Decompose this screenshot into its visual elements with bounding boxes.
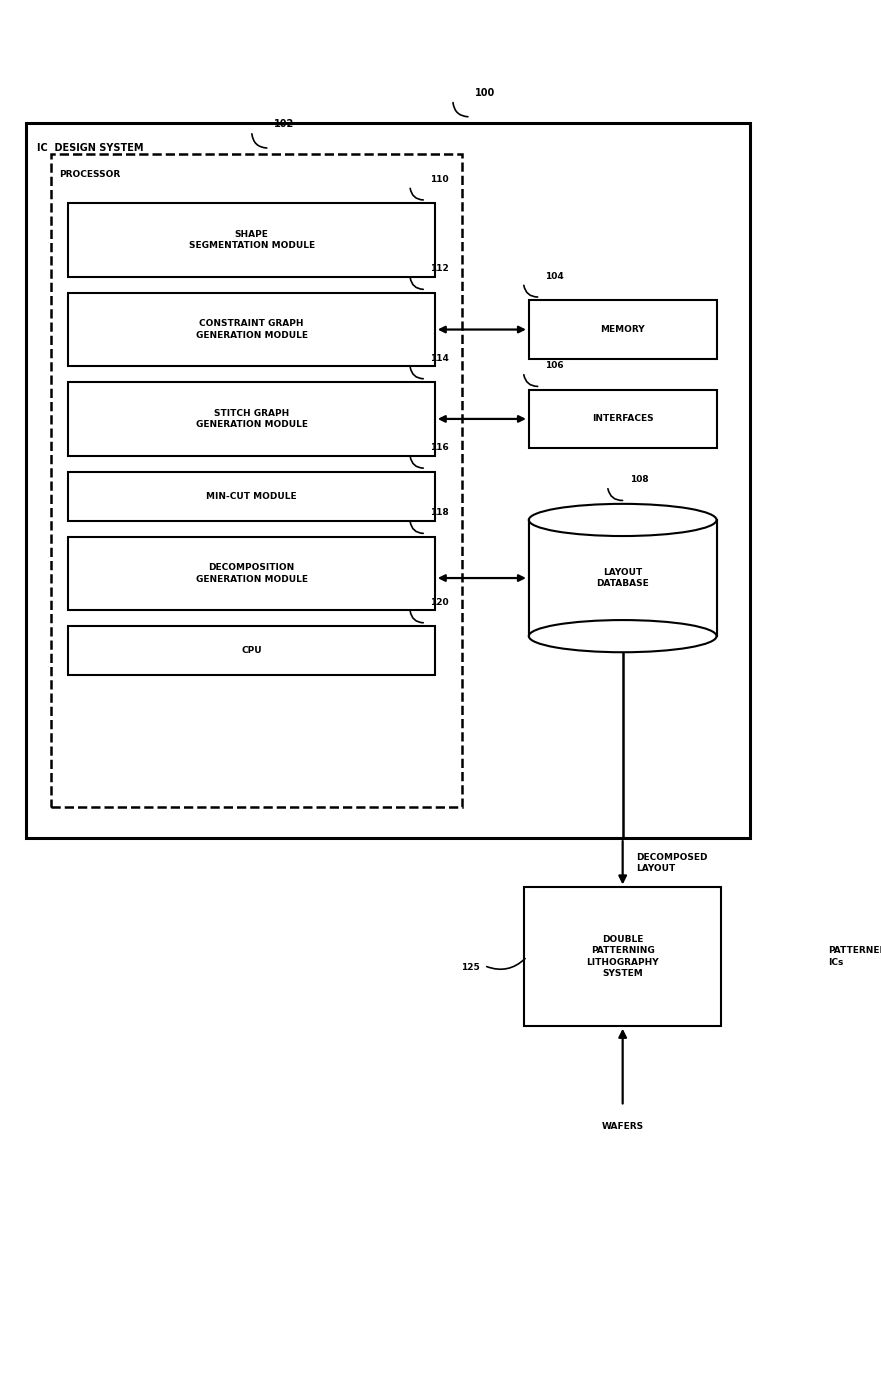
Bar xyxy=(69,204,435,277)
Text: 114: 114 xyxy=(431,354,449,363)
Text: 104: 104 xyxy=(544,272,564,281)
Bar xyxy=(69,383,435,455)
Bar xyxy=(26,122,751,838)
Text: 110: 110 xyxy=(431,175,449,184)
Text: PATTERNED
ICs: PATTERNED ICs xyxy=(828,947,881,967)
Bar xyxy=(50,154,462,806)
Ellipse shape xyxy=(529,504,716,537)
Bar xyxy=(69,626,435,676)
Text: DECOMPOSED
LAYOUT: DECOMPOSED LAYOUT xyxy=(636,853,707,872)
Text: PROCESSOR: PROCESSOR xyxy=(60,171,121,179)
Text: MEMORY: MEMORY xyxy=(600,325,645,334)
Text: STITCH GRAPH
GENERATION MODULE: STITCH GRAPH GENERATION MODULE xyxy=(196,409,307,429)
Text: CPU: CPU xyxy=(241,647,262,655)
Text: 100: 100 xyxy=(475,88,495,98)
Text: 116: 116 xyxy=(431,443,449,451)
Bar xyxy=(529,300,716,359)
Ellipse shape xyxy=(529,621,716,652)
Text: DECOMPOSITION
GENERATION MODULE: DECOMPOSITION GENERATION MODULE xyxy=(196,563,307,583)
Bar xyxy=(69,472,435,522)
Bar xyxy=(529,389,716,449)
Text: 102: 102 xyxy=(274,120,294,129)
Text: 106: 106 xyxy=(544,362,564,370)
Text: IC  DESIGN SYSTEM: IC DESIGN SYSTEM xyxy=(37,143,144,153)
Text: 120: 120 xyxy=(431,597,449,607)
Text: 108: 108 xyxy=(630,475,648,484)
Text: 118: 118 xyxy=(431,508,449,517)
Ellipse shape xyxy=(529,504,716,537)
Bar xyxy=(69,537,435,610)
Bar xyxy=(69,293,435,366)
Text: 112: 112 xyxy=(431,264,449,274)
Text: LAYOUT
DATABASE: LAYOUT DATABASE xyxy=(596,568,649,589)
Text: MIN-CUT MODULE: MIN-CUT MODULE xyxy=(206,491,297,501)
Text: 125: 125 xyxy=(461,963,479,971)
Bar xyxy=(529,520,716,636)
Bar xyxy=(524,888,721,1026)
Text: CONSTRAINT GRAPH
GENERATION MODULE: CONSTRAINT GRAPH GENERATION MODULE xyxy=(196,319,307,340)
Text: DOUBLE
PATTERNING
LITHOGRAPHY
SYSTEM: DOUBLE PATTERNING LITHOGRAPHY SYSTEM xyxy=(587,934,659,978)
Text: WAFERS: WAFERS xyxy=(602,1123,644,1131)
Text: SHAPE
SEGMENTATION MODULE: SHAPE SEGMENTATION MODULE xyxy=(189,230,315,250)
Text: INTERFACES: INTERFACES xyxy=(592,414,654,424)
